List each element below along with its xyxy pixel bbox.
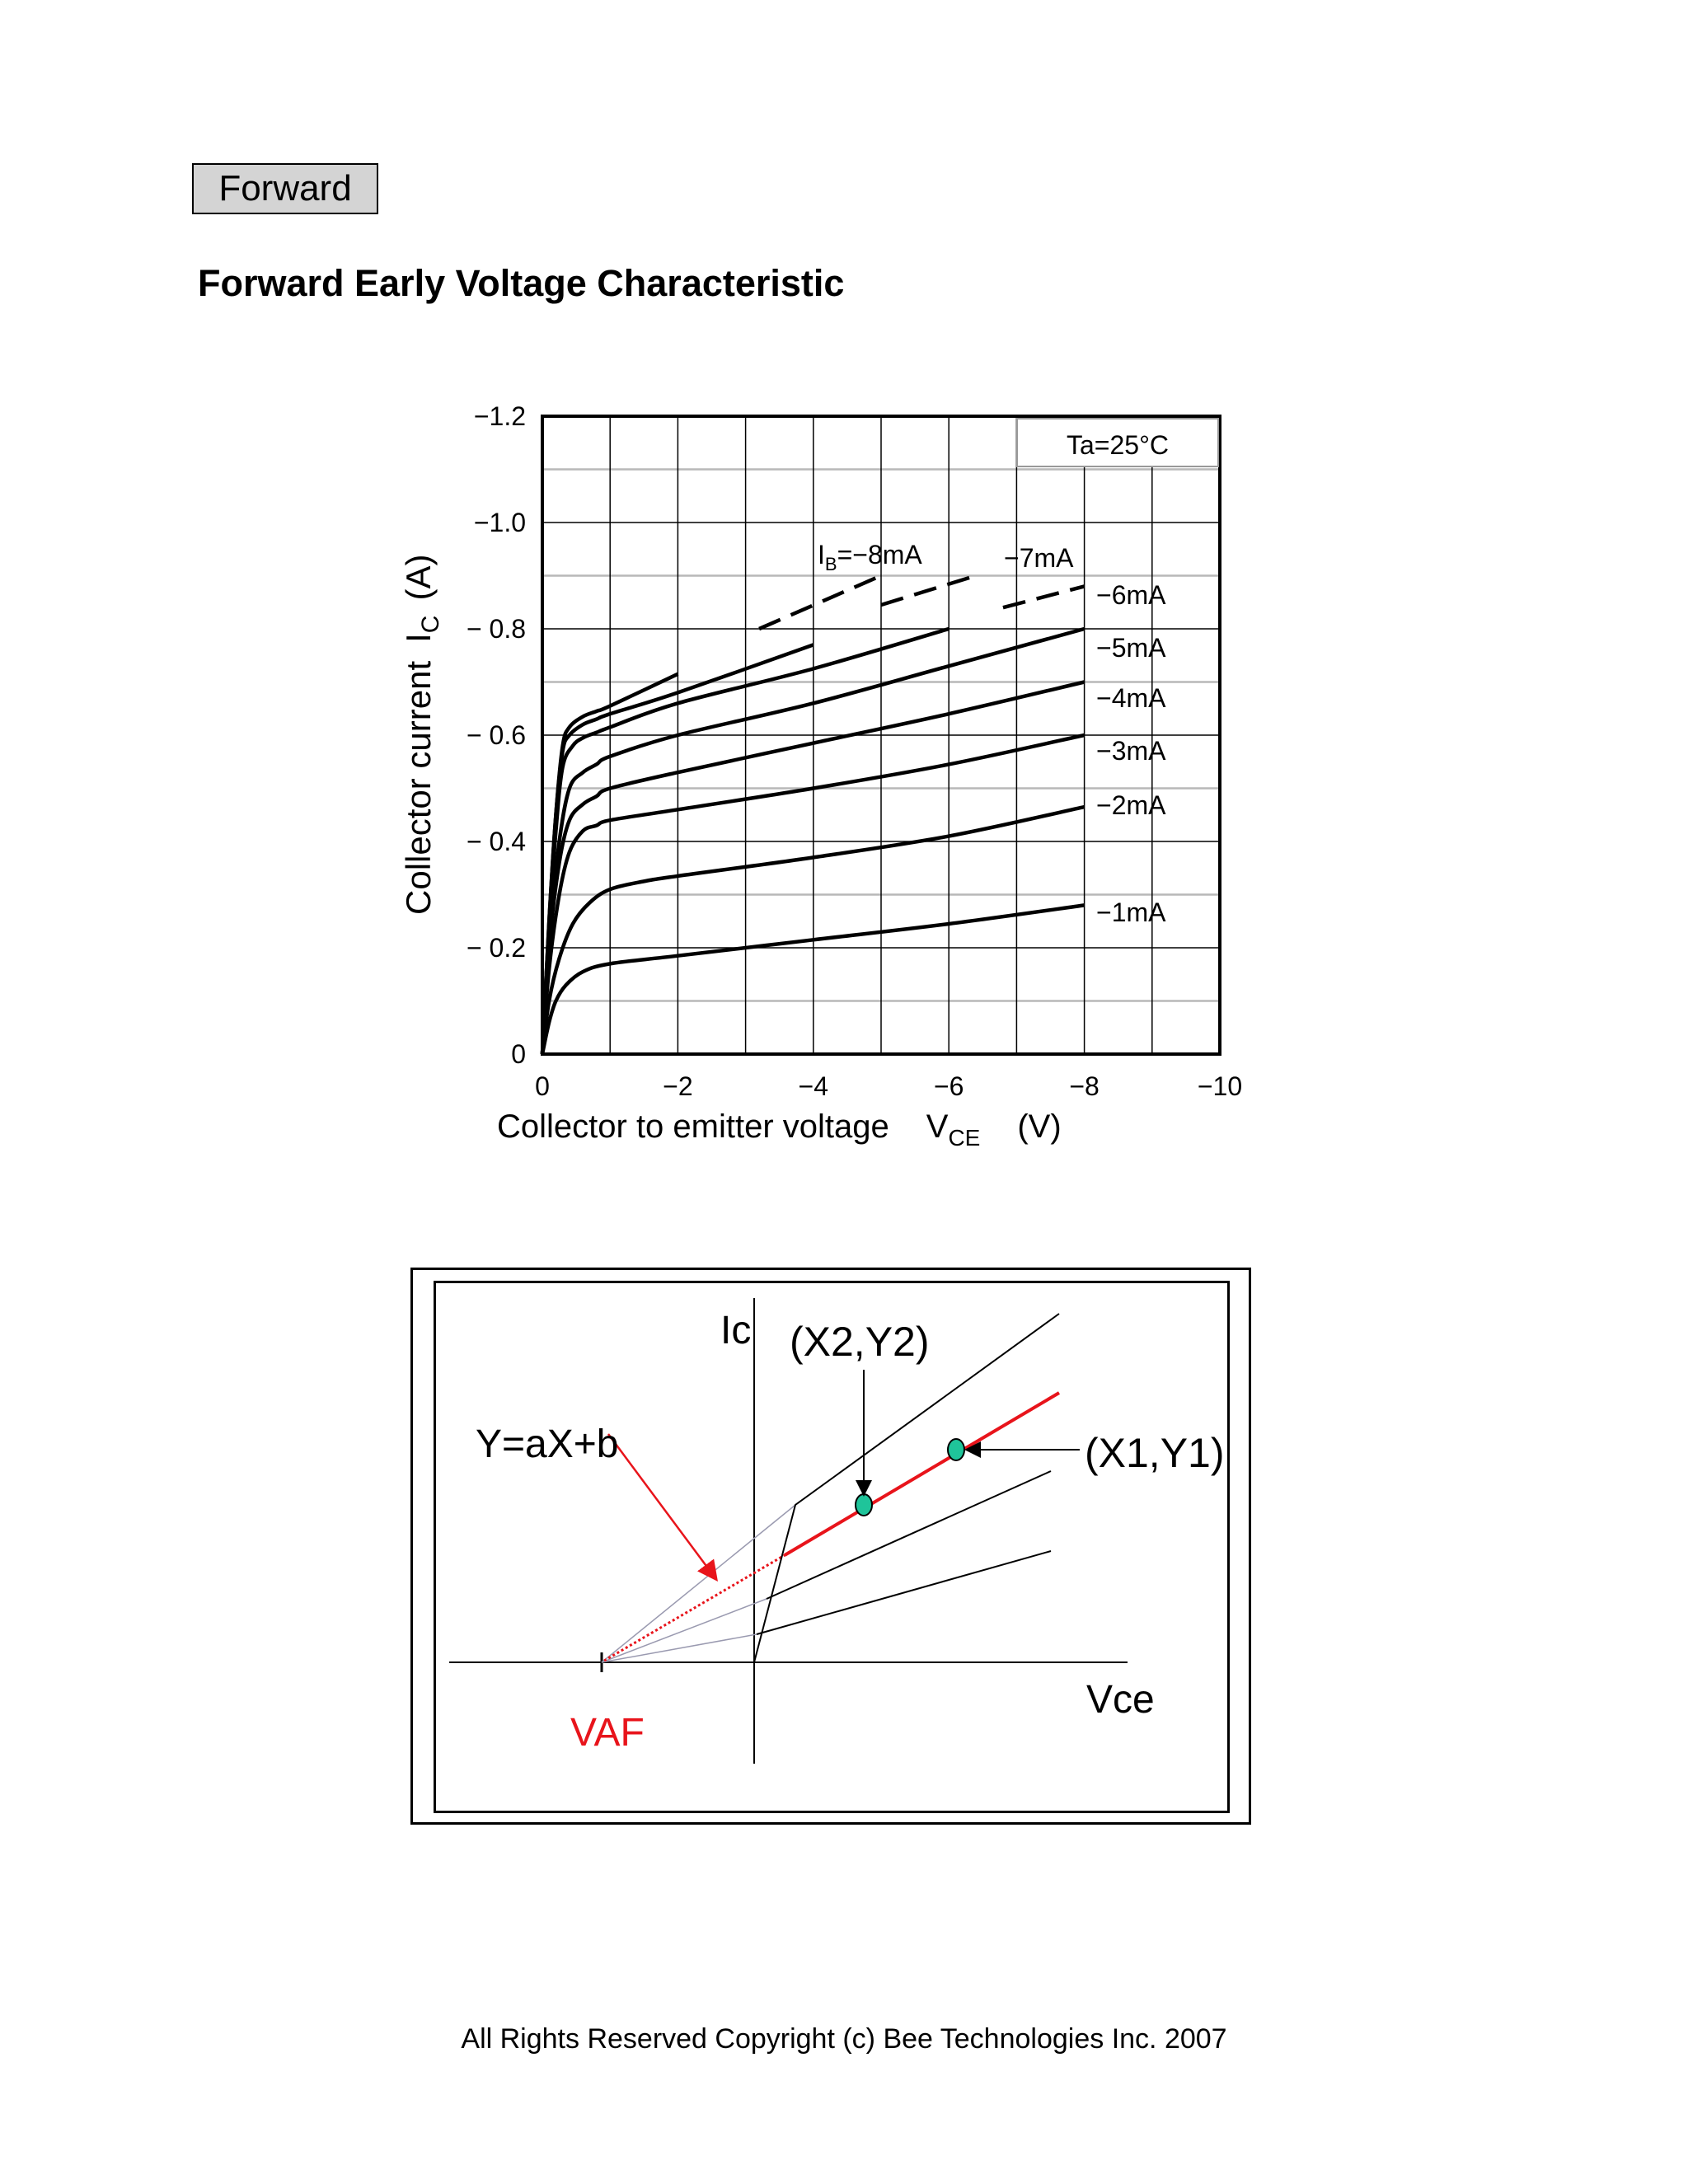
series-label-1ma: −1mA bbox=[1096, 898, 1166, 927]
y-tick-label: −1.0 bbox=[474, 508, 526, 537]
document-title: Forward Early Voltage Characteristic bbox=[198, 262, 845, 304]
temperature-annotation: Ta=25°C bbox=[1067, 430, 1169, 460]
x-tick-label: −2 bbox=[663, 1071, 692, 1101]
chart-series-group bbox=[540, 574, 1085, 1055]
y-tick-label: − 0.6 bbox=[467, 720, 526, 750]
series-label-2ma: −2mA bbox=[1096, 790, 1166, 820]
vaf-label: VAF bbox=[570, 1711, 645, 1755]
series-label-5ma: −5mA bbox=[1096, 633, 1166, 663]
chart-plot-frame bbox=[541, 415, 1221, 1056]
point1-label: (X1,Y1) bbox=[1085, 1430, 1225, 1476]
x-tick-label: −6 bbox=[934, 1071, 964, 1101]
series-dashed-extension bbox=[1002, 584, 1085, 610]
ic-axis-label: Ic bbox=[720, 1309, 751, 1352]
series-line bbox=[540, 804, 1085, 1055]
characteristic-curve bbox=[756, 1550, 1052, 1635]
y-axis-label: Collector currentIC(A) bbox=[399, 555, 444, 915]
early-voltage-chart: 0 −2 −4 −6 −8 −10 0 − 0.2 − 0.4 − 0.6 − 0.8 −1.0 −1.… bbox=[399, 401, 1242, 1151]
section-tag: Forward bbox=[192, 163, 378, 214]
y-tick-label: 0 bbox=[511, 1039, 526, 1069]
y-tick-label: − 0.8 bbox=[467, 614, 526, 644]
x-tick-label: 0 bbox=[535, 1071, 550, 1101]
series-dashed-extension bbox=[758, 574, 882, 631]
series-line bbox=[540, 626, 1085, 1055]
series-line bbox=[540, 733, 1085, 1055]
chart-labels-group: 0 −2 −4 −6 −8 −10 0 − 0.2 − 0.4 − 0.6 − 0.8 −1.0 −1.… bbox=[467, 401, 1242, 1101]
extrapolation-line bbox=[601, 1504, 796, 1663]
diagram-inner-frame bbox=[434, 1281, 1230, 1813]
temperature-box bbox=[1016, 418, 1219, 467]
series-label-8ma: IB=−8mA bbox=[818, 540, 922, 574]
y-tick-label: − 0.4 bbox=[467, 827, 526, 856]
x-tick-label: −10 bbox=[1198, 1071, 1242, 1101]
fitted-line bbox=[783, 1391, 1061, 1557]
x-tick-label: −4 bbox=[799, 1071, 828, 1101]
series-label-6ma: −6mA bbox=[1096, 580, 1166, 610]
extrapolation-line bbox=[601, 1633, 757, 1663]
early-voltage-diagram bbox=[410, 1268, 1251, 1825]
red-extrapolation-line bbox=[603, 1554, 785, 1662]
characteristic-curve bbox=[766, 1470, 1052, 1600]
point-x1-y1-marker bbox=[947, 1438, 965, 1461]
x-tick-label: −8 bbox=[1069, 1071, 1099, 1101]
point2-label: (X2,Y2) bbox=[790, 1319, 930, 1365]
series-line bbox=[540, 672, 679, 1055]
series-dashed-extension bbox=[880, 574, 977, 607]
y-tick-label: − 0.2 bbox=[467, 933, 526, 963]
series-label-4ma: −4mA bbox=[1096, 683, 1166, 713]
extrapolation-line bbox=[601, 1598, 767, 1663]
equation-label: Y=aX+b bbox=[476, 1422, 618, 1466]
vce-axis-label: Vce bbox=[1086, 1678, 1155, 1722]
characteristic-curve bbox=[753, 1313, 1060, 1663]
x-axis-label: Collector to emitter voltage VCE (V) bbox=[497, 1108, 1062, 1151]
equation-arrow bbox=[607, 1433, 718, 1582]
series-line bbox=[540, 903, 1085, 1055]
copyright-footer: All Rights Reserved Copyright (c) Bee Te… bbox=[461, 2023, 1227, 2055]
y-tick-label: −1.2 bbox=[474, 401, 526, 431]
series-label-7ma: −7mA bbox=[1004, 543, 1074, 573]
point-x2-y2-marker bbox=[855, 1493, 873, 1516]
series-label-3ma: −3mA bbox=[1096, 736, 1166, 766]
